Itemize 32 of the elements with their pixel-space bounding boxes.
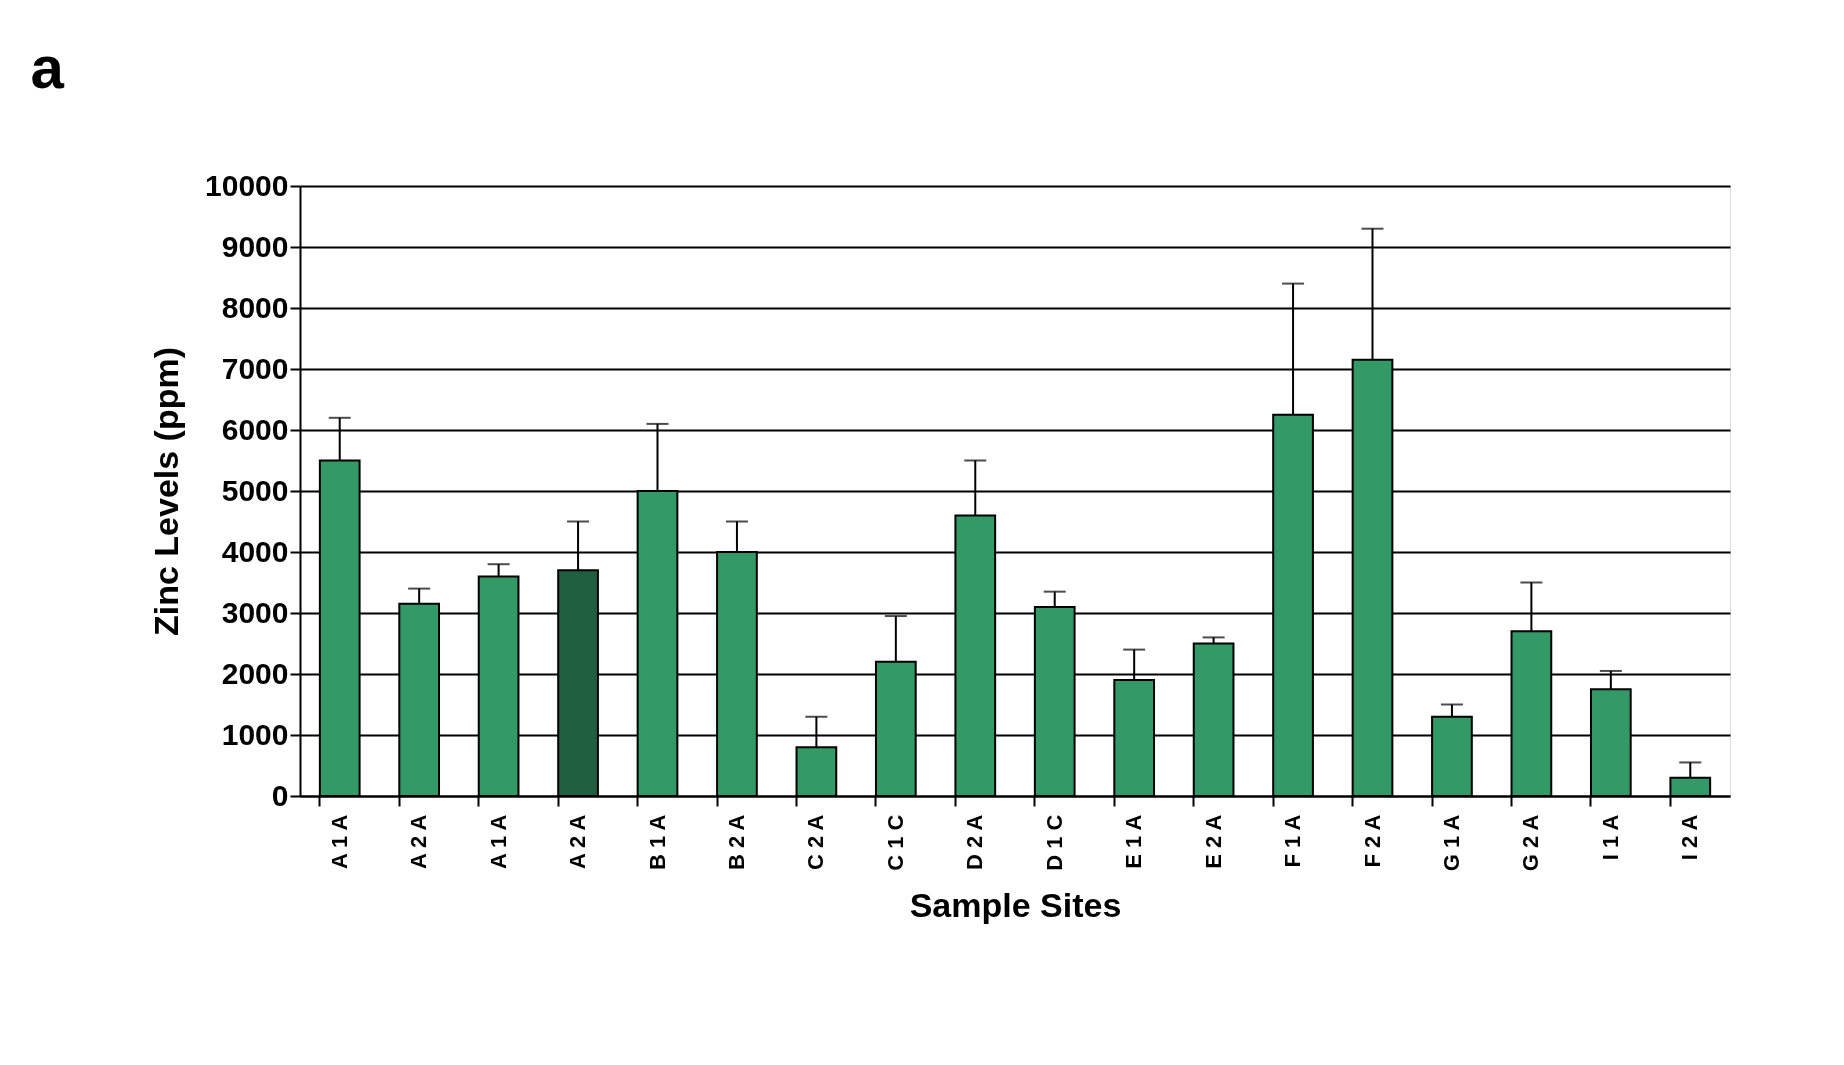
y-tick-label: 6000: [221, 412, 289, 446]
y-tick-label: 10000: [205, 168, 289, 202]
y-tick-label: 2000: [221, 656, 289, 690]
x-tick-label: I 1 A: [1597, 814, 1623, 861]
x-tick-label: D 1 C: [1041, 814, 1067, 871]
x-tick-label: G 1 A: [1438, 814, 1464, 872]
x-tick-label: B 2 A: [723, 814, 749, 870]
x-tick-label: E 2 A: [1200, 814, 1226, 869]
x-tick-label: G 2 A: [1518, 814, 1544, 872]
y-tick-label: 8000: [221, 290, 289, 324]
y-tick-label: 1000: [221, 717, 289, 751]
x-tick-label: A 2 A: [406, 814, 432, 870]
x-tick-label: A 1 A: [485, 814, 511, 870]
chart-title: a: [30, 34, 65, 101]
y-tick-label: 7000: [221, 351, 289, 385]
y-tick-label: 9000: [221, 229, 289, 263]
x-tick-label: D 2 A: [962, 814, 988, 870]
x-tick-label: B 1 A: [644, 814, 670, 870]
x-tick-label: C 1 C: [882, 814, 908, 871]
x-tick-label: C 2 A: [803, 814, 829, 870]
y-tick-label: 0: [271, 778, 289, 812]
x-tick-label: A 2 A: [565, 814, 591, 870]
y-tick-label: 4000: [221, 534, 289, 568]
x-axis-title: Sample Sites: [909, 885, 1122, 924]
x-tick-label: F 2 A: [1359, 814, 1385, 868]
x-tick-label: F 1 A: [1280, 814, 1306, 868]
x-tick-label: E 1 A: [1121, 814, 1147, 869]
y-tick-label: 5000: [221, 473, 289, 507]
y-axis-title: Zinc Levels (ppm): [147, 346, 186, 637]
x-tick-label: A 1 A: [326, 814, 352, 870]
x-tick-label: I 2 A: [1677, 814, 1703, 861]
y-tick-label: 3000: [221, 595, 289, 629]
